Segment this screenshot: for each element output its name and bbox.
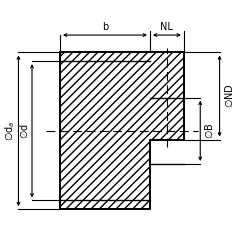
Text: $\varnothing$d$_a$: $\varnothing$d$_a$ bbox=[3, 120, 16, 141]
Text: $\varnothing$d: $\varnothing$d bbox=[18, 123, 30, 139]
Text: $\varnothing$ND: $\varnothing$ND bbox=[222, 84, 234, 108]
Text: NL: NL bbox=[160, 22, 173, 32]
Polygon shape bbox=[60, 52, 184, 209]
Text: b: b bbox=[102, 22, 108, 32]
Text: $\varnothing$B: $\varnothing$B bbox=[203, 122, 215, 139]
